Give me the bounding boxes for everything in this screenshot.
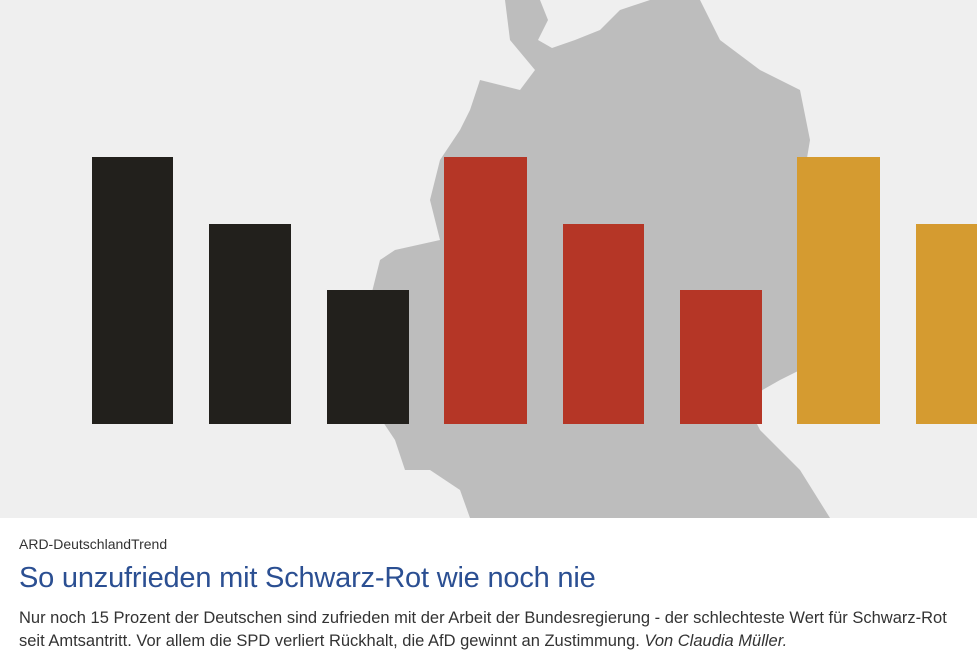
bar-red-1: [444, 157, 527, 424]
teaser-text[interactable]: ARD-DeutschlandTrend So unzufrieden mit …: [19, 530, 969, 653]
author: Von Claudia Müller.: [644, 632, 788, 650]
teaser-image[interactable]: [0, 0, 977, 518]
shorttext: Nur noch 15 Prozent der Deutschen sind z…: [19, 607, 969, 653]
bar-black-1: [92, 157, 173, 424]
bar-gold-2: [916, 224, 977, 424]
bar-red-2: [563, 224, 644, 424]
shorttext-body: Nur noch 15 Prozent der Deutschen sind z…: [19, 609, 947, 650]
bar-black-2: [209, 224, 291, 424]
topline: ARD-DeutschlandTrend: [19, 536, 168, 552]
bar-red-3: [680, 290, 762, 424]
bar-black-3: [327, 290, 409, 424]
bar-gold-1: [797, 157, 880, 424]
headline-link[interactable]: So unzufrieden mit Schwarz-Rot wie noch …: [19, 562, 596, 594]
